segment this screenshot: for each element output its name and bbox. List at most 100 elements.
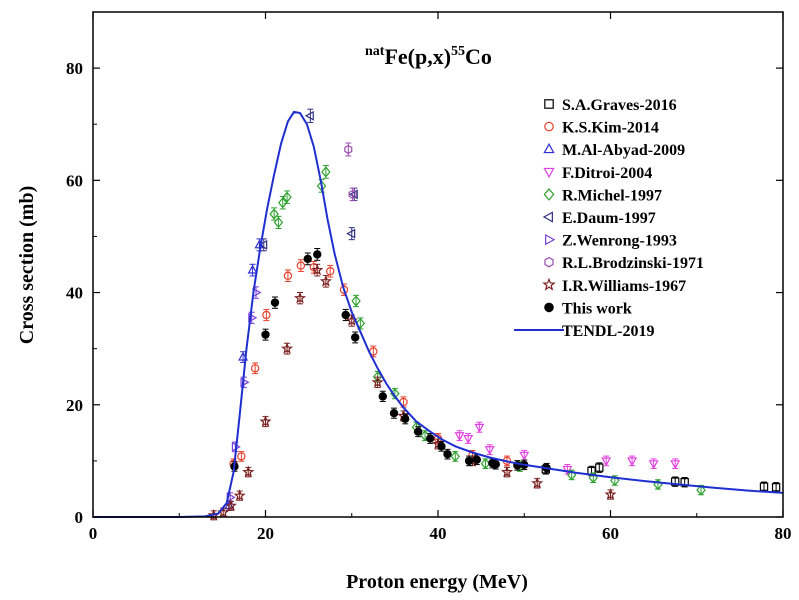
legend-label: R.Michel-1997 xyxy=(562,187,662,204)
data-point xyxy=(313,250,322,259)
legend-marker xyxy=(544,256,554,268)
title-main: Fe(p,x) xyxy=(384,44,451,69)
data-point xyxy=(351,295,361,307)
x-axis-title: Proton energy (MeV) xyxy=(346,571,528,593)
legend: S.A.Graves-2016 K.S.Kim-2014 M.Al-Abyad-20… xyxy=(514,97,704,340)
data-point xyxy=(351,333,360,342)
legend-item: Z.Wenrong-1993 xyxy=(545,233,677,250)
data-point xyxy=(531,476,544,489)
data-point xyxy=(771,483,781,492)
legend-marker xyxy=(543,142,555,154)
legend-item: K.S.Kim-2014 xyxy=(544,120,659,137)
chart-title: natFe(p,x)55Co xyxy=(365,44,492,69)
data-point xyxy=(321,166,331,178)
y-tick-label: 20 xyxy=(66,396,83,415)
data-point xyxy=(413,427,423,436)
legend-label: M.Al-Abyad-2009 xyxy=(562,142,685,159)
data-point xyxy=(237,452,246,461)
x-tick-label: 40 xyxy=(430,524,447,543)
data-point xyxy=(463,434,474,445)
data-point xyxy=(247,264,258,274)
data-point xyxy=(269,208,279,220)
series-4 xyxy=(269,165,706,496)
title-suffix: Co xyxy=(465,44,492,69)
data-point xyxy=(464,456,474,466)
legend-item: TENDL-2019 xyxy=(514,323,654,340)
data-point xyxy=(595,463,604,472)
data-point xyxy=(259,415,272,427)
legend-marker xyxy=(542,211,553,223)
tendl-curve xyxy=(93,110,784,518)
x-tick-label: 80 xyxy=(775,524,792,543)
series-0 xyxy=(541,462,781,493)
data-point xyxy=(426,434,435,443)
y-axis-title: Cross section (mb) xyxy=(16,186,38,345)
data-point xyxy=(348,189,358,200)
data-point xyxy=(304,110,314,121)
legend-item: R.Michel-1997 xyxy=(543,187,662,204)
legend-item: F.Ditroi-2004 xyxy=(543,165,652,182)
data-point xyxy=(293,291,307,304)
data-point xyxy=(627,457,638,467)
data-point xyxy=(355,317,366,330)
data-point xyxy=(443,449,452,459)
data-point xyxy=(280,342,294,354)
title-prefix-sup: nat xyxy=(365,44,385,59)
data-point xyxy=(604,488,617,500)
series-7 xyxy=(344,142,357,202)
data-point xyxy=(270,298,280,307)
data-point xyxy=(437,442,446,451)
series-9 xyxy=(230,247,551,474)
data-point xyxy=(500,465,514,478)
legend-marker xyxy=(544,302,554,313)
data-point xyxy=(450,450,460,463)
data-point xyxy=(242,465,255,478)
data-point xyxy=(250,364,260,373)
series-10 xyxy=(93,110,784,518)
data-point xyxy=(696,484,706,496)
data-point xyxy=(233,489,246,501)
data-point xyxy=(670,477,680,486)
y-tick-label: 40 xyxy=(66,284,83,303)
data-point xyxy=(224,499,238,511)
data-point xyxy=(344,144,353,155)
data-point xyxy=(389,408,399,418)
data-point xyxy=(261,330,270,339)
series-8 xyxy=(207,263,617,521)
data-point xyxy=(248,312,258,323)
data-point xyxy=(273,216,284,229)
data-point xyxy=(454,432,465,442)
data-point xyxy=(491,460,500,469)
y-tick-label: 0 xyxy=(75,508,84,527)
data-point xyxy=(283,271,293,280)
data-point xyxy=(325,267,335,276)
data-point xyxy=(484,446,495,456)
data-point xyxy=(258,239,268,250)
y-tick-label: 60 xyxy=(66,171,83,190)
legend-item: S.A.Graves-2016 xyxy=(544,97,677,114)
legend-label: Z.Wenrong-1993 xyxy=(562,233,677,250)
data-point xyxy=(346,228,356,239)
x-tick-label: 0 xyxy=(89,524,98,543)
data-point xyxy=(348,189,357,200)
series-5 xyxy=(258,108,358,252)
data-point xyxy=(278,197,288,209)
legend-marker xyxy=(543,167,555,179)
data-point xyxy=(670,460,681,470)
data-point xyxy=(472,455,482,464)
legend-item: This work xyxy=(544,300,632,317)
plot-layer xyxy=(93,108,784,521)
data-point xyxy=(341,310,350,320)
data-point xyxy=(371,375,384,388)
series-3 xyxy=(454,421,681,475)
legend-marker xyxy=(544,99,554,109)
legend-item: R.L.Brodzinski-1971 xyxy=(544,255,704,272)
legend-label: TENDL-2019 xyxy=(562,323,654,340)
data-point xyxy=(311,263,324,276)
data-point xyxy=(296,261,306,270)
legend-label: S.A.Graves-2016 xyxy=(562,97,677,114)
data-point xyxy=(378,392,387,401)
legend-label: K.S.Kim-2014 xyxy=(562,120,659,137)
